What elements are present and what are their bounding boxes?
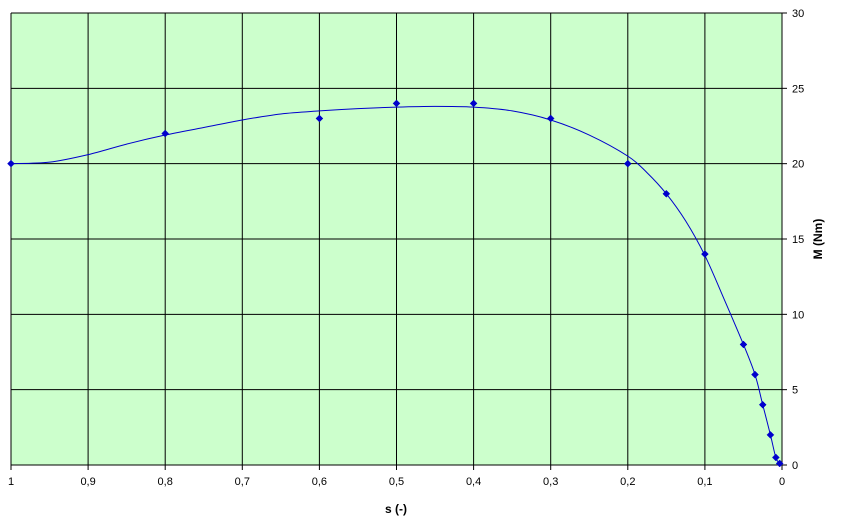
x-axis-title: s (-): [385, 502, 407, 516]
y-tick-label: 0: [792, 460, 798, 472]
y-tick-label: 5: [792, 385, 798, 397]
x-tick-label: 0,6: [312, 476, 327, 488]
y-tick-label: 15: [792, 234, 804, 246]
x-tick-label: 0,1: [697, 476, 712, 488]
x-tick-label: 0,9: [80, 476, 95, 488]
y-tick-labels: 0 5 10 15 20 25 30: [792, 8, 804, 472]
x-tick-label: 0,3: [543, 476, 558, 488]
data-point: [751, 370, 759, 379]
y-tick-label: 30: [792, 8, 804, 20]
data-point: [739, 340, 748, 349]
data-point: [701, 250, 709, 258]
data-point: [546, 114, 555, 123]
y-tick-label: 20: [792, 159, 804, 171]
data-point: [7, 159, 15, 168]
data-point: [771, 453, 780, 462]
axis-ticks: [10, 12, 787, 470]
series-trendline: [10, 105, 781, 464]
x-tick-label: 0,5: [389, 476, 404, 488]
x-tick-label: 0: [779, 476, 785, 488]
data-point: [392, 99, 401, 108]
x-tick-label: 0,4: [466, 476, 481, 488]
data-point: [758, 400, 767, 409]
data-point: [775, 459, 784, 468]
data-point: [623, 159, 632, 168]
data-point: [469, 99, 478, 108]
data-point: [161, 129, 170, 138]
data-point: [315, 114, 324, 123]
data-point: [766, 431, 775, 439]
series-markers: [7, 99, 784, 468]
x-tick-labels: 1 0,9 0,8 0,7 0,6 0,5 0,4 0,3 0,2 0,1 0: [8, 476, 785, 488]
y-tick-label: 25: [792, 83, 804, 95]
x-tick-label: 0,8: [158, 476, 173, 488]
y-tick-label: 10: [792, 309, 804, 321]
x-tick-label: 0,7: [235, 476, 250, 488]
x-tick-label: 0,2: [620, 476, 635, 488]
x-tick-label: 1: [8, 476, 14, 488]
data-point: [662, 189, 671, 198]
y-axis-title: M (Nm): [811, 219, 825, 260]
